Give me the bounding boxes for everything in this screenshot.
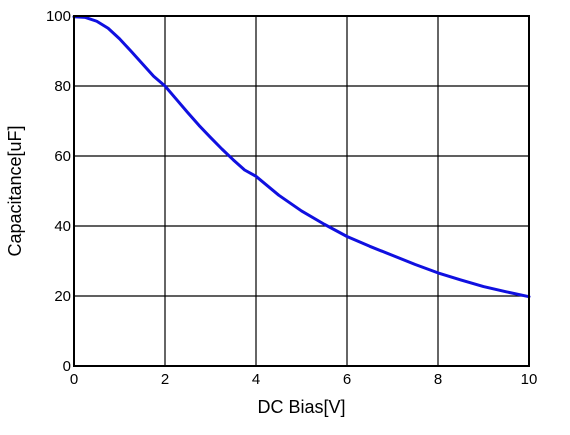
y-tick-label: 100 — [46, 8, 71, 25]
plot-frame — [73, 15, 530, 367]
y-tick-label: 0 — [63, 358, 71, 375]
x-tick-label: 10 — [521, 371, 538, 388]
y-tick-label: 20 — [54, 288, 71, 305]
x-axis-title: DC Bias[V] — [257, 397, 345, 417]
y-tick-label: 60 — [54, 148, 71, 165]
series-line-0 — [72, 15, 531, 299]
x-tick-labels: 0 2 4 6 8 10 — [70, 371, 538, 388]
x-tick-label: 0 — [70, 371, 78, 388]
x-tick-label: 2 — [161, 371, 169, 388]
y-tick-label: 40 — [54, 218, 71, 235]
grid-lines — [73, 15, 530, 367]
y-axis-title: Capacitance[uF] — [5, 125, 25, 256]
y-tick-label: 80 — [54, 78, 71, 95]
x-tick-label: 6 — [343, 371, 351, 388]
series-layer — [72, 15, 531, 299]
x-tick-label: 8 — [434, 371, 442, 388]
x-tick-label: 4 — [252, 371, 260, 388]
y-tick-labels: 0 20 40 60 80 100 — [46, 8, 71, 375]
